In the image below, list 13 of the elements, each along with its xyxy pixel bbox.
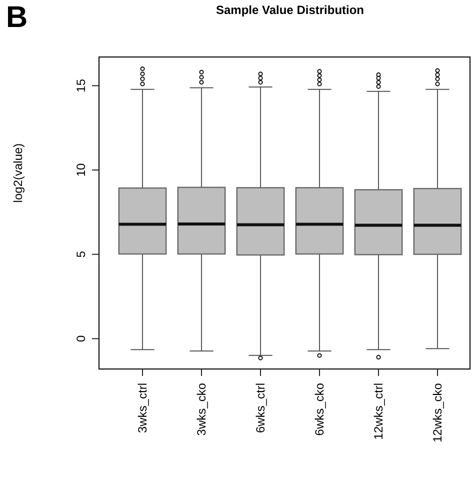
- x-tick-label: 6wks_ctrl: [254, 383, 268, 434]
- x-tick-label: 6wks_cko: [312, 382, 326, 436]
- y-tick-label: 10: [74, 163, 88, 177]
- x-tick-label: 12wks_cko: [430, 382, 444, 442]
- y-axis-title: log2(value): [11, 143, 25, 203]
- x-tick-label: 12wks_ctrl: [372, 383, 386, 440]
- chart-title: Sample Value Distribution: [216, 3, 364, 17]
- x-tick-label: 3wks_ctrl: [136, 383, 150, 434]
- y-tick-label: 0: [74, 334, 88, 342]
- y-tick-label: 5: [74, 250, 88, 258]
- text: B: [6, 1, 28, 34]
- y-tick-label: 15: [74, 78, 88, 92]
- x-tick-label: 3wks_cko: [194, 382, 208, 436]
